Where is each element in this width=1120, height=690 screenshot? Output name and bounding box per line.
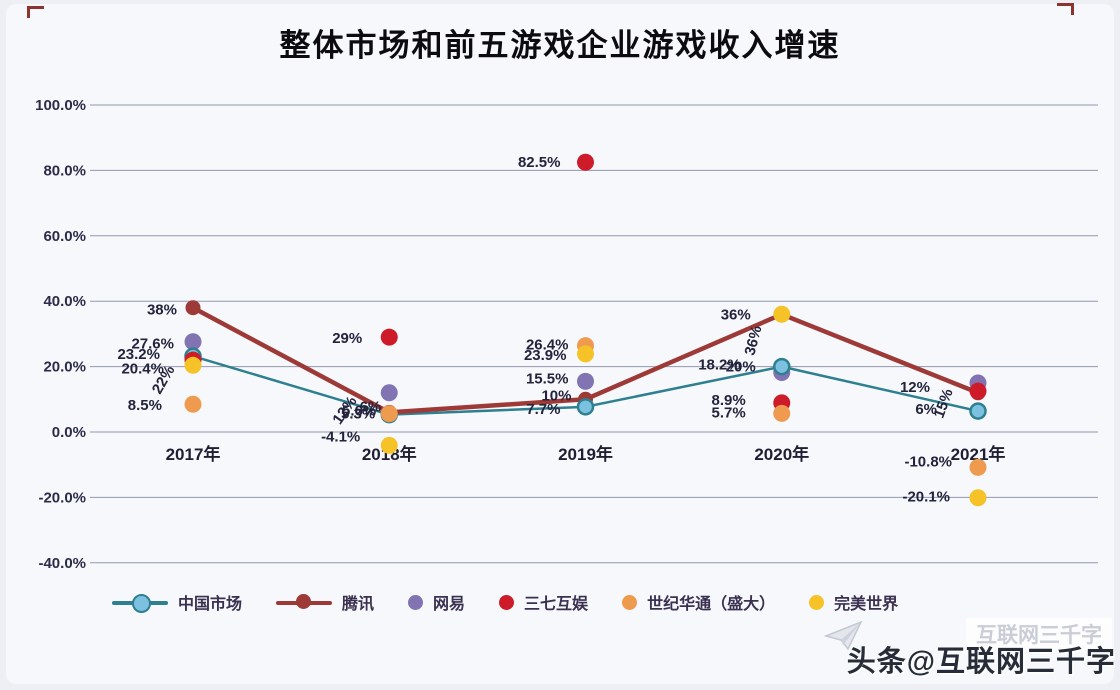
data-point-label: 27.6% [131,336,174,353]
data-point-label: -10.8% [904,453,952,470]
data-point-marker [773,305,791,323]
watermark-ghost-text: 互联网三千字 [966,618,1112,650]
data-point-marker [577,372,594,390]
dot-marker-icon [809,594,825,610]
legend-item-century-huatong: 世纪华通（盛大） [622,590,775,614]
data-point-label: 5.3% [341,406,375,423]
watermark: 互联网三千字 头条@互联网三千字 [818,618,1118,682]
y-tick-label: 60.0% [43,228,86,245]
data-point-marker [184,356,202,374]
watermark-text: 头条@互联网三千字 [846,646,1116,678]
y-tick-label: 0.0% [52,424,86,441]
legend-label: 网易 [433,596,466,613]
y-tick-label: 100.0% [35,97,86,114]
chart-legend: 中国市场 腾讯 网易 三七互娱 世纪华通（盛大） 完美世界 [112,590,1110,614]
x-axis-label: 2018年 [362,444,417,464]
data-point-marker [773,357,791,376]
data-point-label: 23.9% [524,347,567,364]
dot-marker-icon [622,594,638,610]
data-point-label: 26.4% [526,337,569,354]
data-point-marker [577,153,594,171]
y-tick-label: -20.0% [38,489,86,506]
data-point-label: 36% [721,306,751,323]
legend-item-netease: 网易 [408,590,465,614]
line-marker-icon [112,593,168,613]
data-point-marker [773,404,791,422]
legend-label: 完美世界 [834,596,899,613]
data-point-marker [969,458,987,476]
data-point-marker [969,382,987,400]
data-point-marker [380,405,398,423]
data-point-marker [380,384,398,402]
data-point-label: 7.7% [526,401,560,418]
y-tick-label: 20.0% [43,359,86,376]
data-point-marker [380,436,398,454]
legend-label: 三七互娱 [524,596,589,613]
data-point-label: 8.5% [128,397,162,414]
data-point-label: 5.6% [342,403,376,420]
data-point-label: 10% [541,387,571,404]
x-axis-label: 2020年 [754,444,809,464]
data-point-label: 12% [900,379,930,396]
x-axis-label: 2019年 [558,444,613,464]
x-axis-label: 2021年 [951,444,1006,464]
data-point-label: 6% [360,398,382,415]
data-point-label: 6% [915,401,937,418]
y-tick-label: 80.0% [43,162,86,179]
x-axis-label: 2017年 [166,444,221,464]
data-point-label: 23.2% [117,346,160,363]
data-point-marker [184,333,202,351]
data-point-label: 20% [726,359,756,376]
corner-mark-left [27,6,44,18]
data-point-label: 15% [931,387,957,421]
data-point-label: 5.7% [712,404,746,421]
y-tick-label: -40.0% [38,555,86,572]
dot-marker-icon [499,594,515,610]
data-point-label: 38% [147,302,177,319]
data-point-marker [380,328,398,346]
data-point-label: 20.4% [121,360,164,377]
data-point-marker [969,489,987,507]
data-point-marker [185,300,201,316]
data-point-label: -4.1% [321,428,360,445]
data-point-label: 15.5% [526,370,569,387]
legend-label: 世纪华通（盛大） [647,596,776,613]
legend-item-china-market: 中国市场 [112,590,242,614]
y-tick-label: 40.0% [43,293,86,310]
data-point-label: 29% [332,330,362,347]
legend-label: 中国市场 [178,596,243,613]
data-point-marker [577,345,594,363]
chart-title: 整体市场和前五游戏企业游戏收入增速 [279,28,841,64]
dot-marker-icon [408,594,424,610]
data-point-label: -20.1% [902,489,950,506]
data-point-label: 82.5% [518,154,561,171]
corner-mark-right [1057,3,1074,15]
paper-plane-icon [824,620,863,651]
line-marker-icon [276,593,333,611]
data-point-label: 18.2% [698,356,741,373]
data-point-label: 8.9% [712,392,746,409]
legend-item-37games: 三七互娱 [499,590,588,614]
legend-item-tencent: 腾讯 [276,590,374,614]
data-point-marker [184,395,202,413]
legend-item-perfect-world: 完美世界 [809,590,898,614]
data-point-marker [576,398,595,416]
legend-label: 腾讯 [342,596,375,613]
data-point-marker [969,402,987,420]
